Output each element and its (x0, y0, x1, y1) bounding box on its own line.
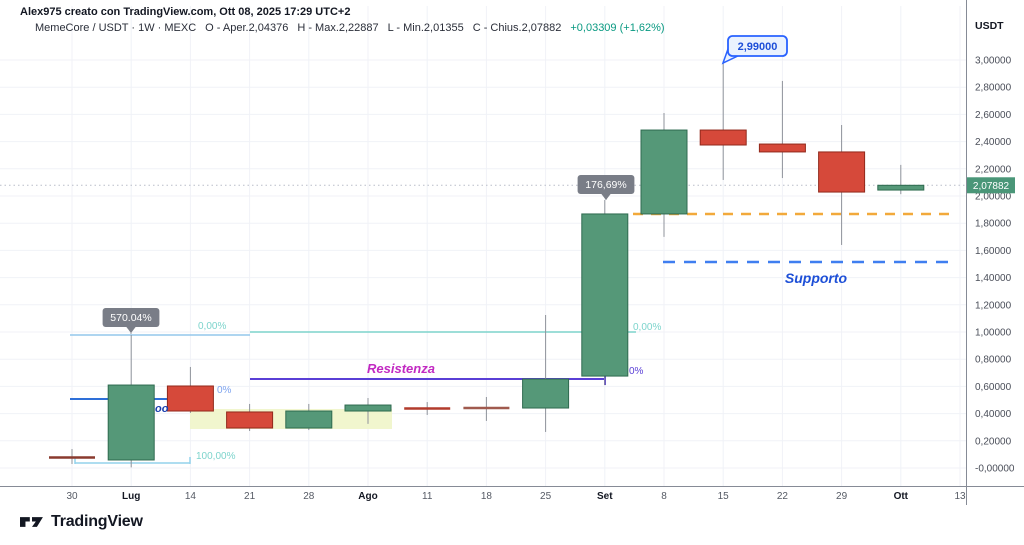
candle-body[interactable] (581, 213, 629, 377)
time-tick-label: 14 (185, 491, 197, 502)
price-tick-label: 2,20000 (975, 164, 1012, 175)
close-value: C - Chius.2,07882 (472, 22, 562, 34)
price-tick-label: 0,80000 (975, 355, 1012, 366)
price-tick-label: -0,00000 (975, 464, 1015, 475)
attribution-line: Alex975 creato con TradingView.com, Ott … (20, 6, 351, 18)
price-tick-label: 0,20000 (975, 436, 1012, 447)
resistenza-label[interactable]: Resistenza (367, 361, 435, 376)
time-tick-label: Ago (358, 491, 377, 502)
price-tick-label: 0,40000 (975, 409, 1012, 420)
price-axis-unit: USDT (975, 20, 1004, 32)
fib-0-label-left[interactable]: 0,00% (198, 321, 226, 332)
time-tick-label: 25 (540, 491, 552, 502)
candle-body[interactable] (166, 385, 214, 412)
footer-brand[interactable]: TradingView (20, 513, 143, 531)
change-badge-176[interactable] (577, 175, 635, 194)
time-tick-label: 30 (66, 491, 78, 502)
time-tick-label: 21 (244, 491, 256, 502)
current-price-badge (967, 177, 1015, 194)
candle-body[interactable] (522, 378, 570, 409)
change-badge-176-text: 176,69% (585, 179, 626, 191)
time-tick-label: 22 (777, 491, 789, 502)
change-value: +0,03309 (+1,62%) (570, 22, 665, 34)
time-tick-label: Lug (122, 491, 140, 502)
time-tick-label: 28 (303, 491, 315, 502)
candle-body[interactable] (285, 410, 333, 429)
open-value: O - Aper.2,04376 (205, 22, 289, 34)
change-badge-176-pointer (601, 193, 611, 200)
price-tick-label: 2,40000 (975, 137, 1012, 148)
fib-0-fragment[interactable]: 0% (217, 385, 232, 396)
candle-body[interactable] (758, 143, 806, 153)
time-tick-label: Ott (894, 491, 909, 502)
ohlc-row: MemeCore / USDT · 1W · MEXC O - Aper.2,04… (35, 22, 674, 34)
tradingview-logo-icon (20, 517, 43, 527)
price-tick-label: 3,00000 (975, 56, 1012, 67)
price-tick-label: 1,60000 (975, 246, 1012, 257)
price-tick-label: 1,20000 (975, 300, 1012, 311)
candle-body[interactable] (877, 184, 925, 191)
candle-body[interactable] (344, 404, 392, 412)
price-tick-label: 2,60000 (975, 110, 1012, 121)
symbol-title[interactable]: MemeCore / USDT · 1W · MEXC (35, 22, 197, 34)
candle-body[interactable] (818, 151, 866, 193)
fib-0-label-right[interactable]: 0,00% (633, 322, 661, 333)
time-tick-label: 13 (954, 491, 966, 502)
supporto-label[interactable]: Supporto (785, 270, 848, 286)
candle-body[interactable] (226, 411, 274, 429)
price-tick-label: 2,00000 (975, 192, 1012, 203)
candle-body[interactable] (640, 129, 688, 215)
tradingview-wordmark: TradingView (51, 513, 143, 530)
fib-100-label[interactable]: 100,00% (196, 451, 236, 462)
price-callout-text: 2,99000 (738, 41, 778, 53)
change-badge-570-pointer (126, 326, 136, 333)
price-tick-label: 0,60000 (975, 382, 1012, 393)
candle-body[interactable] (107, 384, 155, 461)
change-badge-570-text: 570.04% (110, 312, 151, 324)
time-tick-label: 29 (836, 491, 848, 502)
candle-body[interactable] (699, 129, 747, 146)
time-tick-label: 18 (481, 491, 493, 502)
high-value: H - Max.2,22887 (297, 22, 379, 34)
price-tick-label: 1,00000 (975, 328, 1012, 339)
time-tick-label: 8 (661, 491, 667, 502)
time-tick-label: 11 (422, 491, 433, 502)
time-tick-label: Set (597, 491, 613, 502)
time-tick-label: 15 (718, 491, 730, 502)
hidden-label-fragment[interactable]: oo (155, 403, 169, 415)
current-price-badge-text: 2,07882 (973, 181, 1010, 192)
price-tick-label: 1,80000 (975, 219, 1012, 230)
resistance-0-fragment[interactable]: 0% (629, 366, 644, 377)
change-badge-570[interactable] (102, 308, 160, 327)
price-tick-label: 1,40000 (975, 273, 1012, 284)
low-value: L - Min.2,01355 (387, 22, 464, 34)
price-tick-label: 2,80000 (975, 83, 1012, 94)
price-callout[interactable] (727, 35, 788, 57)
